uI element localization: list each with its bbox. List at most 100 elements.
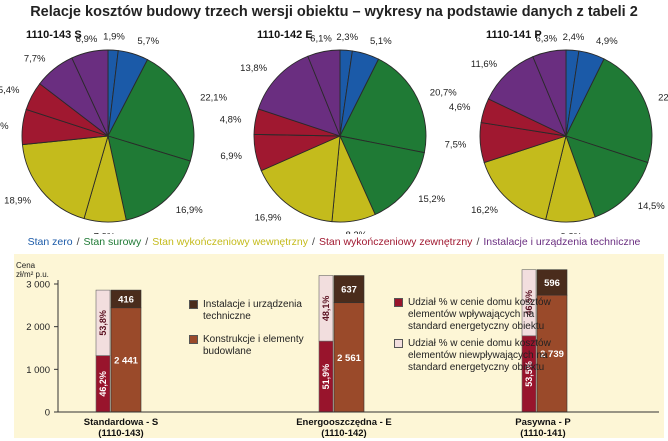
bar-1-share-ee-label: 51,9% (321, 364, 331, 390)
pie-2-slice-8 (487, 56, 567, 137)
pie-0-label-4: 7,9% (94, 231, 116, 234)
pie-1-slice-9 (307, 49, 341, 137)
pie-2-label-3: 14,5% (638, 201, 665, 212)
pie-0-label-0: 1,9% (103, 32, 125, 43)
bar-2-instalacje-label: 596 (544, 278, 560, 289)
pie-0-title: 1110-143 S (26, 29, 82, 41)
pie-0-label-9: 6,9% (76, 34, 98, 45)
x-label-2-name: Pasywna - P (515, 417, 571, 428)
bar-group-0: 53,8% 46,2% 416 2 441 (95, 289, 142, 413)
pie-2-label-6: 7,5% (445, 139, 467, 150)
bar-2-instalacje (536, 269, 568, 296)
pie-1-label-2: 20,7% (430, 88, 457, 99)
legend-udzial-ee-swatch (394, 298, 403, 307)
pie-legend-item-3: Stan wykończeniowy zewnętrzny (318, 236, 473, 248)
pie-2-label-5: 16,2% (471, 205, 498, 216)
pie-1-label-3: 15,2% (418, 194, 445, 205)
pie-2-slice-3 (565, 135, 649, 218)
legend-konstrukcje-label: Konstrukcje i elementy budowlane (203, 334, 304, 357)
x-label-0: Standardowa - S (1110-143) (66, 417, 176, 439)
pie-legend-separator: / (476, 236, 480, 248)
pie-2-label-0: 2,4% (563, 32, 585, 43)
pie-1-label-1: 5,1% (370, 36, 392, 47)
legend-konstrukcje-swatch (189, 335, 198, 344)
bar-0-share-nee-label: 53,8% (98, 310, 108, 336)
pie-0-slice-2 (107, 59, 195, 162)
bar-2-konstrukcje-label: 2 739 (540, 349, 564, 360)
bar-1-konstrukcje-label: 2 561 (337, 353, 361, 364)
pie-0-label-8: 7,7% (24, 54, 46, 65)
bar-0-instalacje-label: 416 (118, 294, 134, 305)
pie-0-label-2: 22,1% (200, 93, 227, 104)
pie-0-label-1: 5,7% (137, 36, 159, 47)
bar-2-share-ee-label: 53,5% (524, 361, 534, 387)
pie-0-slice-5 (21, 135, 109, 220)
pie-1-title: 1110-142 E (257, 29, 313, 41)
x-label-0-name: Standardowa - S (83, 417, 159, 428)
x-label-1: Energooszczędna - E (1110-142) (284, 417, 404, 439)
pie-2-label-9: 6,3% (535, 34, 557, 45)
pie-1-label-9: 6,1% (310, 33, 332, 44)
pie-0-label-7: 5,4% (0, 85, 20, 96)
pie-0-label-5: 18,9% (4, 196, 31, 207)
bar-0-share-ee-label: 46,2% (98, 371, 108, 397)
pie-2-slice-2 (565, 58, 653, 164)
y-axis-label-1: Cena (16, 261, 36, 270)
pie-legend-separator: / (76, 236, 80, 248)
pie-1-label-0: 2,3% (336, 32, 358, 43)
pie-legend-item-1: Stan surowy (83, 236, 142, 248)
pie-0-slice-3 (107, 135, 191, 221)
pie-1-label-5: 16,9% (255, 213, 282, 224)
x-label-2-code: (1110-141) (520, 428, 566, 439)
pie-legend-item-4: Instalacje i urządzenia techniczne (483, 236, 641, 248)
pie-1-label-8: 13,8% (240, 63, 267, 74)
pie-1-slice-8 (257, 55, 341, 137)
bar-0-konstrukcje (110, 307, 142, 413)
pie-2-title: 1110-141 P (486, 29, 542, 41)
pie-0-label-6: 6,6% (0, 121, 9, 132)
y-tick-label-0: 0 (45, 408, 50, 419)
legend-udzial-nee-swatch (394, 339, 403, 348)
bar-group-1: 48,1% 51,9% 637 2 561 (318, 275, 365, 413)
pie-1-label-7: 4,8% (220, 115, 242, 126)
y-tick-label-1: 1 000 (26, 365, 50, 376)
bar-2-share-nee-label: 46,5% (524, 290, 534, 316)
legend-instalacje-swatch (189, 300, 198, 309)
pie-1: 1110-142 E 2,3% 5,1% 20,7% 15,2% 8,2% 16,9% 6,9… (220, 29, 458, 234)
legend-udzial-ee-label: Udział % w cenie domu kosztów elementów … (408, 297, 551, 332)
x-label-0-code: (1110-143) (98, 428, 144, 439)
bar-1-share-nee-label: 48,1% (321, 296, 331, 322)
bar-2-konstrukcje (536, 294, 568, 413)
pie-0: 1110-143 S 1,9% 5,7% 22,1% 16,9% 7,9% 18,9% 6,6… (0, 29, 228, 234)
pie-1-label-6: 6,9% (220, 151, 242, 162)
bar-0-konstrukcje-label: 2 441 (114, 355, 138, 366)
bar-1-instalacje (333, 275, 365, 304)
pie-charts: 1110-143 S 1,9% 5,7% 22,1% 16,9% 7,9% 18,9% 6,6… (0, 29, 668, 234)
pie-legend-separator: / (312, 236, 315, 248)
y-tick-label-3: 3 000 (26, 280, 50, 291)
pie-2-label-2: 22,7% (658, 93, 668, 104)
pie-0-label-3: 16,9% (176, 205, 203, 216)
pie-legend-separator: / (145, 236, 149, 248)
chart-title: Relacje kosztów budowy trzech wersji obi… (30, 4, 638, 20)
pie-2-label-7: 4,6% (449, 102, 471, 113)
bar-1-konstrukcje (333, 302, 365, 413)
pie-legend-item-0: Stan zero (27, 236, 73, 248)
pie-2-label-4: 9,3% (560, 231, 582, 234)
pie-1-slice-5 (260, 135, 341, 223)
pie-2: 1110-141 P 2,4% 4,9% 22,7% 14,5% 9,3% 16,2% 7,5… (445, 29, 668, 234)
pie-2-slice-9 (532, 49, 567, 137)
pie-0-slice-9 (71, 49, 109, 137)
pie-1-slice-3 (339, 135, 425, 216)
pie-2-label-8: 11,6% (471, 59, 498, 70)
legend-udzial-nee-label: Udział % w cenie domu kosztów elementów … (408, 338, 551, 373)
x-label-1-name: Energooszczędna - E (296, 417, 392, 428)
pie-1-label-4: 8,2% (345, 230, 367, 234)
y-axis-label-2: zł/m² p.u. (16, 270, 49, 279)
y-tick-label-2: 2 000 (26, 322, 50, 333)
bar-chart-panel: Cena zł/m² p.u. 0 1 000 2 000 3 000 53,8% 46,2%… (14, 254, 664, 439)
x-label-1-code: (1110-142) (321, 428, 367, 439)
legend-instalacje-label: Instalacje i urządzenia techniczne (203, 299, 302, 322)
pie-1-slice-2 (339, 58, 427, 154)
